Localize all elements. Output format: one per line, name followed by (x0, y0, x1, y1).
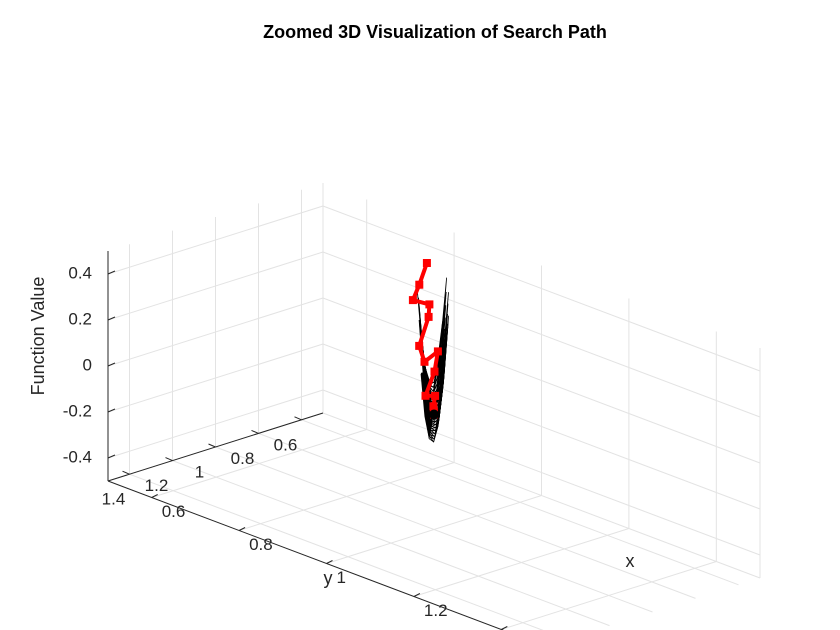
grid-line (322, 297, 761, 464)
tick-labels: 0.60.811.21.40.60.811.21.4-0.4-0.200.20.… (63, 263, 448, 620)
surface-cell (429, 425, 439, 443)
z-tick-label: -0.2 (63, 401, 92, 420)
x-tick-label: 1.2 (424, 601, 448, 620)
grid-line (107, 205, 324, 275)
x-tick-mark (151, 494, 158, 498)
box-edge (322, 412, 761, 579)
z-tick-mark (107, 270, 116, 275)
z-tick-mark (107, 316, 116, 321)
axes-grid (107, 183, 761, 630)
grid-line (322, 205, 761, 372)
grid-line (107, 251, 324, 321)
y-axis-label: y (324, 568, 333, 588)
grid-line (107, 389, 324, 459)
chart-title: Zoomed 3D Visualization of Search Path (263, 22, 607, 42)
y-tick-label: 0.6 (274, 435, 298, 454)
y-tick-label: 1 (195, 462, 204, 481)
search-path-point (433, 347, 442, 356)
x-tick-label: 1 (337, 568, 346, 587)
grid-line (215, 446, 653, 613)
grid-line (322, 389, 761, 556)
grid-line (258, 432, 696, 599)
z-tick-mark (107, 362, 116, 367)
grid-line (107, 297, 324, 367)
x-tick-label: 0.6 (162, 502, 186, 521)
y-tick-mark (122, 470, 130, 475)
z-tick-mark (107, 454, 116, 459)
y-tick-label: 1.4 (102, 490, 126, 509)
grid-line (322, 343, 761, 510)
search-path-point (408, 296, 417, 305)
search-path-point (421, 391, 430, 400)
x-tick-mark (501, 626, 508, 630)
grid-line (322, 251, 761, 418)
search-path-point (415, 341, 424, 350)
search-path (408, 259, 442, 420)
grid-line (172, 460, 610, 627)
search-path-point (420, 357, 429, 366)
x-axis-label: x (626, 551, 635, 571)
search-path-point (415, 280, 424, 289)
search-path-point (424, 312, 433, 321)
z-axis-label: Function Value (28, 277, 48, 396)
y-tick-mark (251, 429, 259, 434)
search-path-point (422, 259, 431, 267)
y-tick-mark (165, 457, 173, 462)
grid-line (129, 473, 544, 630)
y-tick-label: 1.2 (145, 476, 169, 495)
grid-line (107, 343, 324, 413)
search-path-point (429, 402, 438, 411)
x-tick-mark (238, 527, 246, 531)
grid-line (301, 419, 739, 586)
y-tick-mark (208, 443, 216, 448)
x-tick-mark (413, 593, 421, 597)
axes-lines (107, 251, 508, 630)
z-tick-mark (107, 408, 116, 413)
z-tick-label: 0 (83, 355, 92, 374)
x-tick-mark (326, 560, 333, 564)
y-tick-label: 0.8 (231, 449, 255, 468)
z-tick-label: 0.2 (68, 309, 92, 328)
y-tick-mark (294, 416, 302, 421)
search-path-point (425, 300, 434, 309)
search-path-point (430, 367, 439, 376)
search-path-point (431, 391, 440, 400)
x-tick-label: 0.8 (249, 535, 273, 554)
z-tick-label: -0.4 (63, 447, 92, 466)
minimum-point (429, 409, 439, 420)
z-tick-label: 0.4 (68, 263, 92, 282)
